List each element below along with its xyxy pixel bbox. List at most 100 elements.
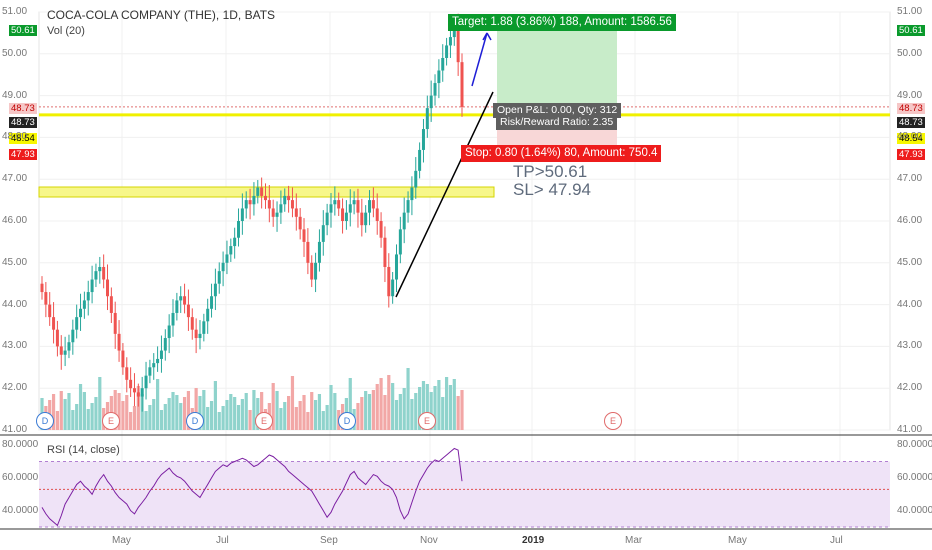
time-tick-label: Sep [320,535,338,546]
dividend-marker[interactable]: D [338,412,356,430]
volume-bar [55,411,60,430]
arrowhead-icon [482,32,492,41]
price-tag: 48.54 [897,133,925,144]
candle-body [136,392,140,397]
candle-body [360,212,364,226]
earnings-marker[interactable]: E [604,412,622,430]
candle-body [329,204,333,213]
price-tick-label: 46.00 [2,215,28,226]
candle-body [298,216,302,230]
earnings-marker[interactable]: E [418,412,436,430]
candle-body [456,28,460,63]
support-zone [38,186,495,198]
volume-bar [51,394,56,430]
target-label[interactable]: Target: 1.88 (3.86%) 188, Amount: 1586.5… [448,14,676,31]
time-tick-label: May [728,535,747,546]
candle-body [140,388,144,397]
volume-bar [144,411,148,430]
volume-bar [121,401,125,430]
price-tick-label: 48.00 [897,131,923,143]
projection-arrow[interactable] [471,32,488,87]
candle-body [206,308,210,322]
candle-body [271,208,275,217]
stop-label[interactable]: Stop: 0.80 (1.64%) 80, Amount: 750.4 [461,145,662,162]
candle-body [186,304,190,318]
price-tick-label: 42.00 [2,382,28,394]
volume-bar [140,394,144,430]
volume-bar [248,410,252,430]
candle-body [148,367,152,376]
rsi-line [41,447,463,527]
rsi-tick-label: 60.0000 [897,471,932,483]
candle-body [406,200,410,213]
price-tick-label: 47.00 [897,173,923,185]
price-tick-label: 42.00 [897,382,923,394]
candle-body [344,212,348,221]
volume-bar [394,400,399,430]
volume-bar [294,407,298,430]
candle-body [341,208,345,221]
volume-bar [367,394,372,430]
volume-bar [452,379,456,430]
price-tick-label: 49.00 [897,89,923,101]
price-tick-label: 43.00 [897,340,923,352]
rsi-indicator-label: RSI (14, close) [47,444,120,456]
volume-bar [414,393,418,430]
open-pnl-label: Open P&L: 0.00, Qty: 312 [493,103,622,118]
candle-body [144,375,148,389]
candle-body [441,57,445,71]
time-tick-label: Jul [216,535,229,546]
rsi-band [39,461,890,527]
candle-body [229,246,233,255]
tp-note: TP>50.61 [513,162,588,181]
candle-body [414,170,418,188]
dividend-marker[interactable]: D [186,412,204,430]
volume-bar [244,393,248,430]
candle-body [63,350,67,355]
candle-body [156,358,160,364]
price-tag: 48.54 [9,133,37,144]
volume-bar [75,404,79,430]
earnings-marker[interactable]: E [255,412,273,430]
volume-bar [410,399,414,430]
earnings-marker[interactable]: E [102,412,120,430]
volume-bar [159,410,164,430]
volume-bar [444,377,449,430]
price-tick-label: 44.00 [2,298,28,310]
volume-bar [402,388,406,430]
volume-bar [233,397,237,430]
volume-bar [360,397,364,430]
chart-title: COCA-COLA COMPANY (THE), 1D, BATS [47,8,276,22]
volume-bar [163,404,167,430]
volume-bar [313,400,318,430]
candle-body [383,237,387,267]
volume-bar [240,399,244,430]
candle-body [163,338,167,351]
candle-body [98,266,102,272]
candle-body [221,262,225,272]
volume-bar [375,384,379,430]
candle-body [59,346,63,355]
volume-bar [136,386,140,430]
candle-body [310,262,314,280]
volume-bar [209,401,214,430]
candle-body [90,279,94,293]
volume-bar [94,397,98,430]
volume-bar [82,392,86,430]
candle-body [102,266,106,280]
price-tag: 48.73 [897,103,925,114]
candle-body [356,200,360,213]
candle-body [379,221,383,238]
candle-body [198,333,202,339]
candle-body [317,241,321,263]
candle-body [302,229,306,242]
dividend-marker[interactable]: D [36,412,54,430]
candle-body [86,292,90,301]
trend-line[interactable] [395,91,494,298]
volume-bar [260,392,264,430]
rsi-tick-label: 80.0000 [897,439,932,451]
volume-bar [302,395,306,430]
volume-bar [379,378,383,430]
price-tick-label: 45.00 [897,256,923,268]
